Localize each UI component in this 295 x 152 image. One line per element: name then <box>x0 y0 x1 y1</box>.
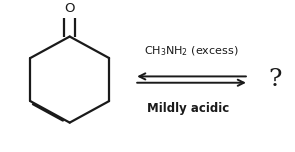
Text: ?: ? <box>268 68 282 91</box>
Text: CH$_3$NH$_2$ (excess): CH$_3$NH$_2$ (excess) <box>144 44 239 58</box>
Text: Mildly acidic: Mildly acidic <box>148 102 230 115</box>
Text: O: O <box>64 2 75 15</box>
